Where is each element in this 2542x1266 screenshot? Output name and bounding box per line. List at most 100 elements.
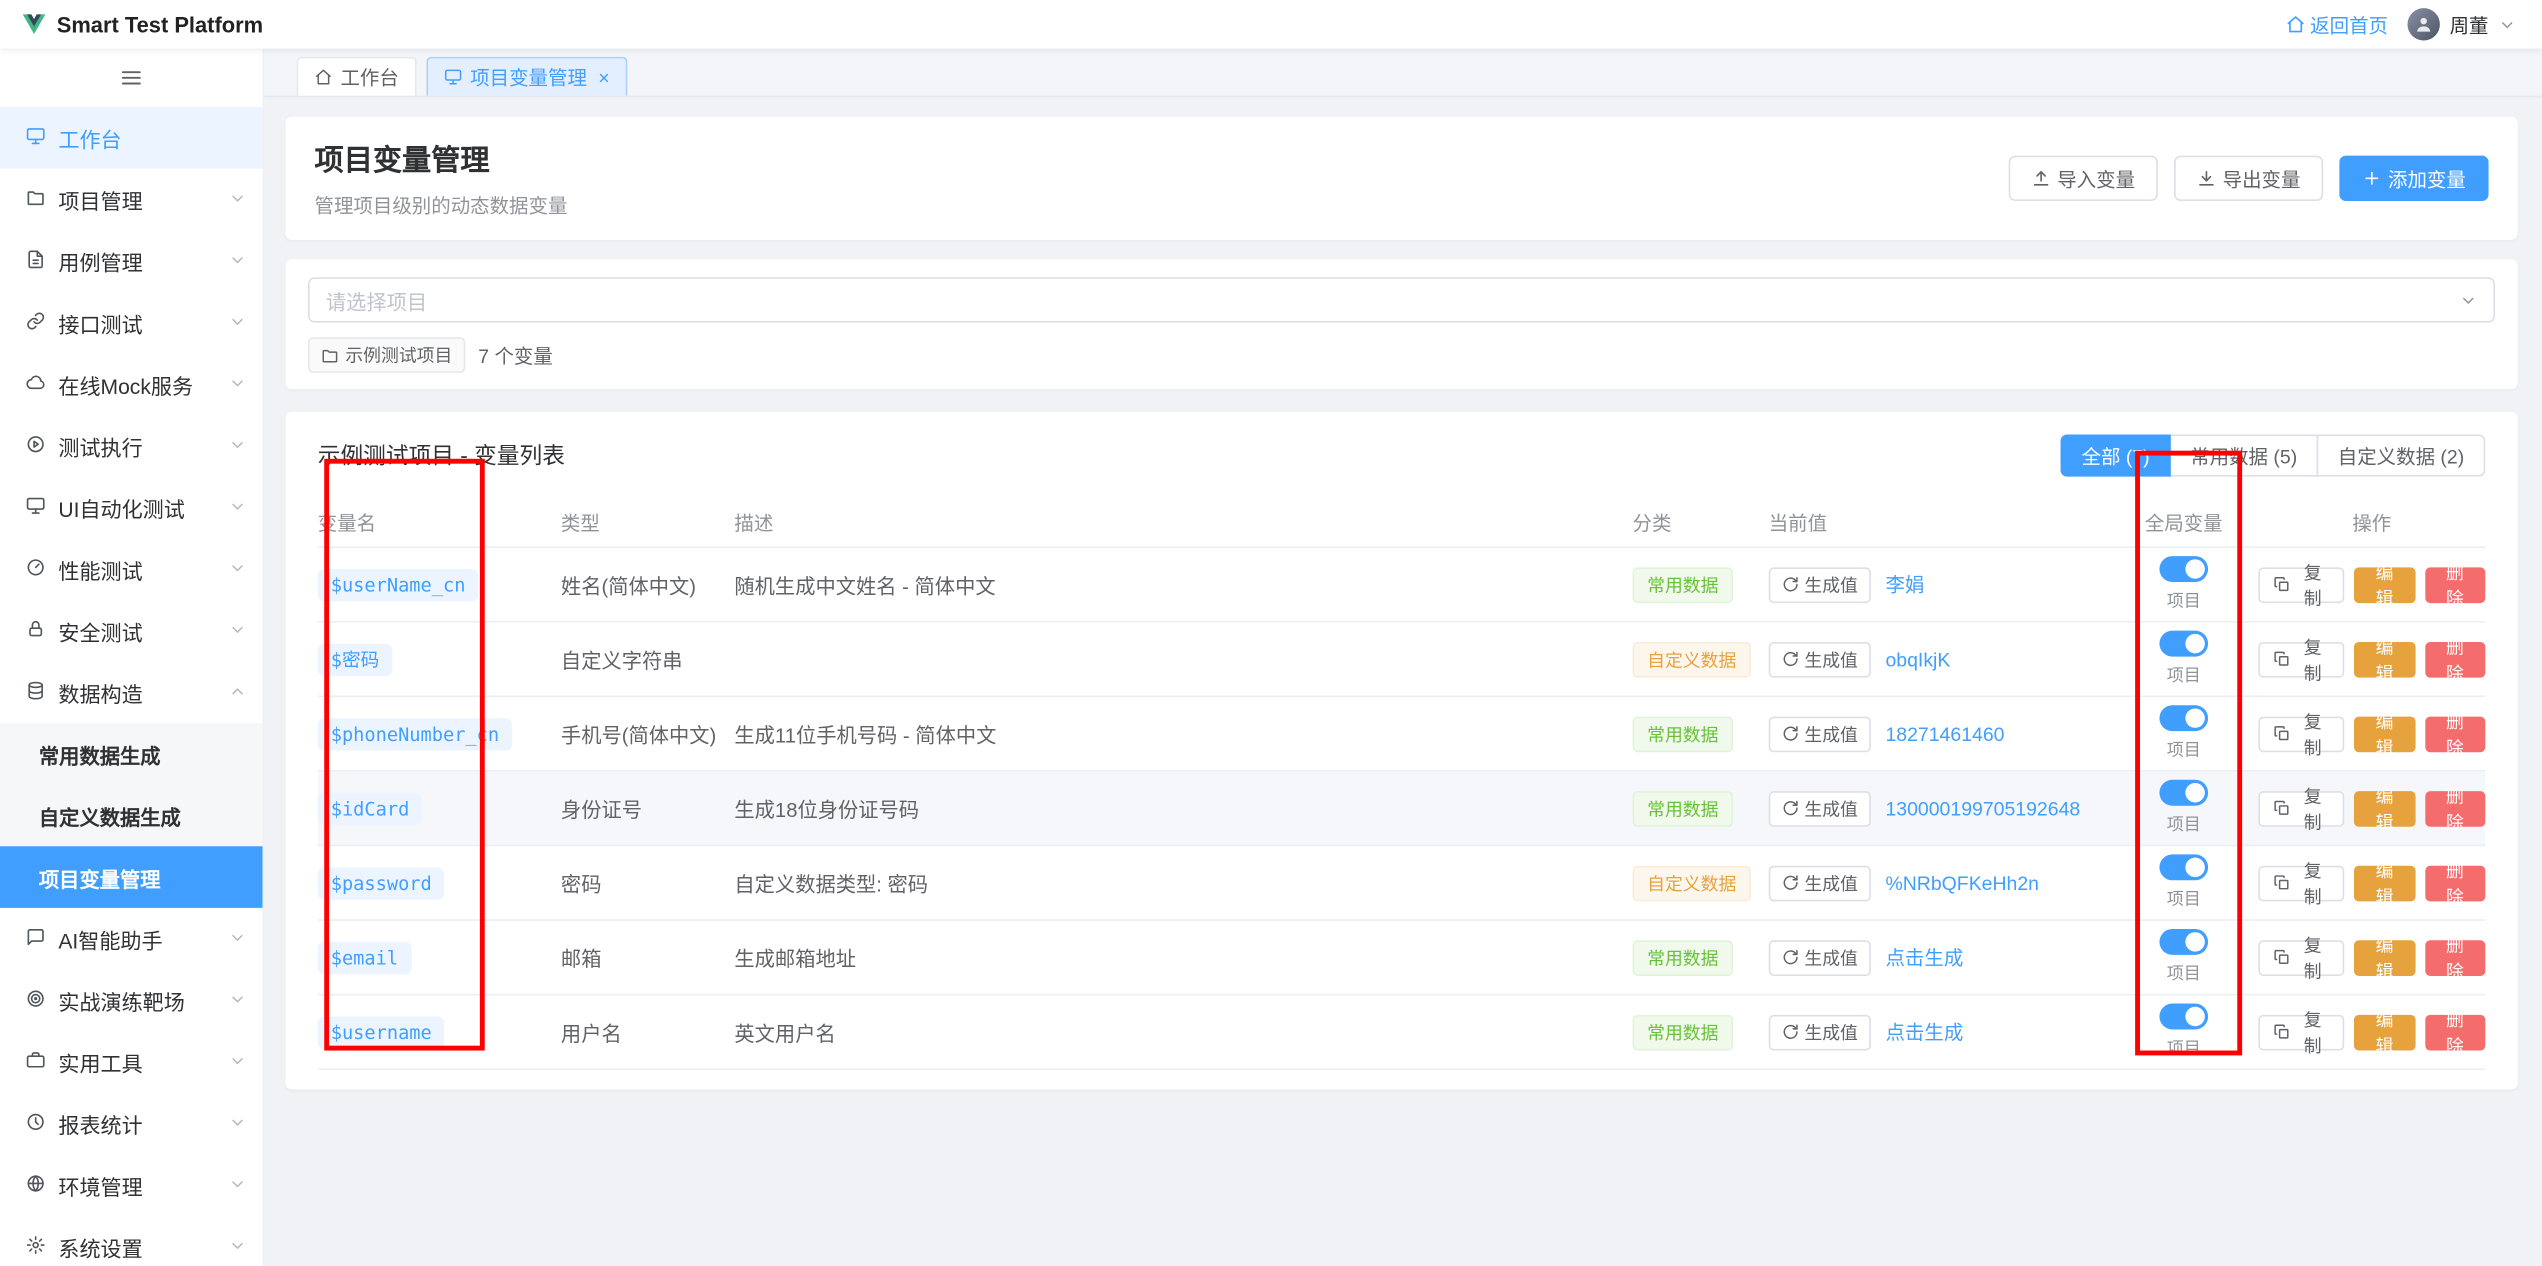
chevron-down-icon [229,250,247,268]
current-value-link[interactable]: 点击生成 [1885,946,1964,970]
sidebar-item-8[interactable]: 安全测试 [0,600,263,662]
chevron-down-icon [229,189,247,207]
column-header-2: 描述 [734,512,774,535]
delete-button[interactable]: 删除 [2424,638,2486,683]
edit-button[interactable]: 编辑 [2354,713,2415,758]
scope-label: 项目 [2166,591,2201,612]
project-tag[interactable]: 示例测试项目 [308,337,466,373]
copy-button[interactable]: 复制 [2258,563,2345,609]
import-variables-button[interactable]: 导入变量 [2008,155,2158,202]
current-value-link[interactable]: 点击生成 [1885,1021,1964,1045]
global-variable-toggle[interactable] [2159,556,2209,583]
current-value-link[interactable]: obqIkjK [1885,647,1951,671]
variable-name-chip[interactable]: $email [317,941,412,974]
project-select[interactable]: 请选择项目 [308,277,2496,323]
sidebar-item-7[interactable]: 性能测试 [0,538,263,600]
delete-button[interactable]: 删除 [2424,563,2486,609]
edit-button[interactable]: 编辑 [2354,638,2415,683]
edit-button[interactable]: 编辑 [2354,787,2415,832]
variable-name-chip[interactable]: $密码 [317,642,393,676]
tab-0[interactable]: 工作台 [296,56,417,96]
sidebar-item-10[interactable]: AI智能助手 [0,908,263,970]
variable-name-chip[interactable]: $username [317,1015,445,1049]
global-variable-toggle[interactable] [2159,854,2209,881]
delete-button[interactable]: 删除 [2424,713,2486,758]
folder-icon [321,346,339,364]
back-home-link[interactable]: 返回首页 [2286,11,2388,39]
generate-value-button[interactable]: 生成值 [1768,864,1871,901]
sidebar-collapse-button[interactable] [0,49,263,107]
sidebar-item-15[interactable]: 系统设置 [0,1216,263,1266]
global-variable-toggle[interactable] [2159,705,2209,732]
copy-button[interactable]: 复制 [2258,1011,2345,1056]
current-value-link[interactable]: %NRbQFKeHh2n [1885,871,2040,895]
sidebar-subitem-0[interactable]: 常用数据生成 [0,723,263,785]
sidebar-item-2[interactable]: 用例管理 [0,230,263,292]
sidebar-item-11[interactable]: 实战演练靶场 [0,969,263,1031]
chevron-down-icon [229,1113,247,1131]
delete-button[interactable]: 删除 [2424,1011,2486,1056]
variable-description: 自定义数据类型: 密码 [734,873,929,897]
table-row: $password 密码 自定义数据类型: 密码 自定义数据 生成值 %NRbQFKeHh… [317,846,2486,921]
current-value-link[interactable]: 李娟 [1885,573,1925,597]
delete-button[interactable]: 删除 [2424,787,2486,832]
filter-button-2[interactable]: 自定义数据 (2) [2316,434,2486,477]
refresh-icon [1782,576,1800,594]
copy-button[interactable]: 复制 [2258,787,2345,832]
delete-button[interactable]: 删除 [2424,936,2486,982]
lock-icon [26,618,45,637]
current-value-link[interactable]: 130000199705192648 [1885,796,2081,820]
sidebar-subitem-2[interactable]: 项目变量管理 [0,846,263,908]
copy-button[interactable]: 复制 [2258,713,2345,758]
close-tab-icon[interactable]: × [598,65,610,89]
tab-1[interactable]: 项目变量管理 × [426,56,628,96]
edit-button[interactable]: 编辑 [2354,563,2415,609]
global-variable-toggle[interactable] [2159,630,2209,657]
sidebar-item-3[interactable]: 接口测试 [0,292,263,354]
current-value-link[interactable]: 18271461460 [1885,722,2005,745]
edit-button[interactable]: 编辑 [2354,1011,2415,1056]
sidebar-item-6[interactable]: UI自动化测试 [0,477,263,539]
generate-value-button[interactable]: 生成值 [1768,641,1871,677]
table-header-row: 变量名 类型 描述 分类 当前值 全局变量 操作 [317,499,2486,548]
filter-button-0[interactable]: 全部 (7) [2060,434,2171,477]
global-variable-toggle[interactable] [2159,928,2209,955]
copy-button[interactable]: 复制 [2258,638,2345,683]
global-variable-toggle[interactable] [2159,1003,2209,1030]
sidebar-item-1[interactable]: 项目管理 [0,169,263,231]
sidebar-item-9[interactable]: 数据构造 [0,661,263,723]
user-menu[interactable]: 周董 [2407,8,2516,41]
generate-value-button[interactable]: 生成值 [1768,715,1871,752]
sidebar-item-0[interactable]: 工作台 [0,106,263,169]
add-variable-button[interactable]: 添加变量 [2339,155,2489,202]
category-badge: 常用数据 [1632,566,1734,603]
vue-logo-icon [22,13,46,36]
globe-icon [26,1173,45,1192]
variable-name-chip[interactable]: $userName_cn [317,568,479,601]
sidebar-item-4[interactable]: 在线Mock服务 [0,353,263,415]
refresh-icon [1782,725,1800,743]
sidebar-subitem-1[interactable]: 自定义数据生成 [0,784,263,847]
home-icon [2286,15,2305,34]
delete-button[interactable]: 删除 [2424,862,2486,907]
export-variables-button[interactable]: 导出变量 [2173,155,2324,202]
generate-value-button[interactable]: 生成值 [1768,1014,1871,1050]
scope-label: 项目 [2166,1039,2201,1059]
global-variable-toggle[interactable] [2159,779,2209,806]
copy-button[interactable]: 复制 [2258,862,2345,907]
generate-value-button[interactable]: 生成值 [1768,566,1871,603]
variable-name-chip[interactable]: $phoneNumber_cn [317,717,513,750]
edit-button[interactable]: 编辑 [2354,936,2415,982]
chevron-down-icon [229,435,247,453]
copy-button[interactable]: 复制 [2258,936,2345,982]
sidebar-item-12[interactable]: 实用工具 [0,1031,263,1093]
sidebar-item-5[interactable]: 测试执行 [0,415,263,477]
variable-name-chip[interactable]: $password [317,866,445,899]
filter-button-1[interactable]: 常用数据 (5) [2169,434,2319,477]
edit-button[interactable]: 编辑 [2354,862,2415,907]
variable-name-chip[interactable]: $idCard [317,791,423,825]
sidebar-item-13[interactable]: 报表统计 [0,1093,263,1155]
sidebar-item-14[interactable]: 环境管理 [0,1154,263,1216]
generate-value-button[interactable]: 生成值 [1768,939,1871,976]
generate-value-button[interactable]: 生成值 [1768,790,1871,827]
